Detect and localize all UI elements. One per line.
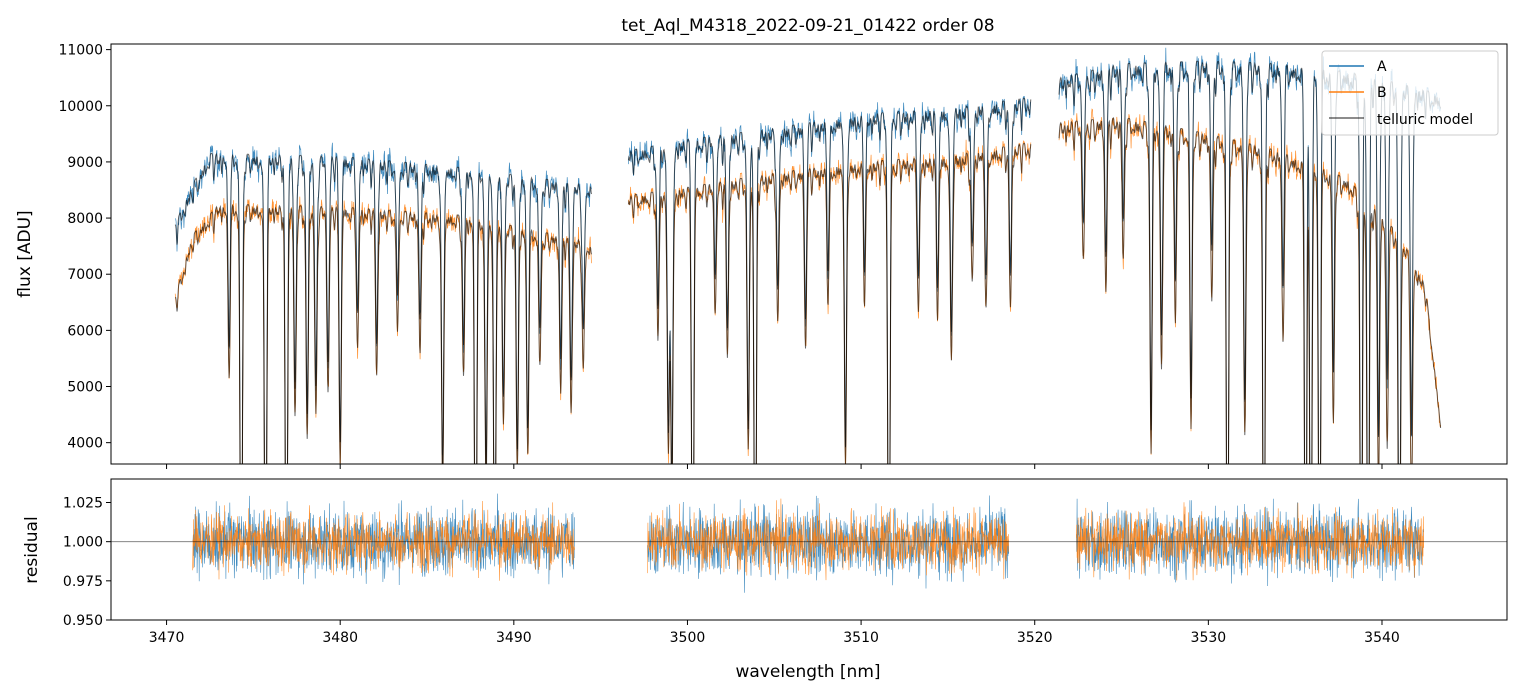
x-tick-label: 3500 — [670, 630, 706, 646]
flux-y-tick-label: 5000 — [67, 380, 103, 396]
telluric-model-b-line — [175, 116, 1442, 464]
flux-y-tick-label: 6000 — [67, 323, 103, 339]
flux-axes: 4000 5000 6000 7000 8000 9000 10000 11000 — [58, 43, 1383, 469]
legend: A B telluric model — [1321, 50, 1499, 136]
x-tick-label: 3490 — [496, 630, 532, 646]
x-tick-label: 3510 — [843, 630, 879, 646]
x-tick-label: 3470 — [149, 630, 185, 646]
legend-label-telluric-model: telluric model — [1377, 112, 1473, 128]
residual-plot-area — [111, 493, 1507, 593]
flux-y-tick-label: 7000 — [67, 267, 103, 283]
residual-y-tick-label: 1.025 — [63, 496, 103, 512]
residual-axes: 0.950 0.975 1.000 1.025 3470 3480 3490 3500 3510… — [63, 496, 1400, 647]
telluric-model-a-line — [174, 60, 1442, 464]
chart-title: tet_Aql_M4318_2022-09-21_01422 order 08 — [621, 16, 994, 36]
x-axis-label: wavelength [nm] — [735, 662, 880, 682]
residual-y-tick-label: 0.950 — [63, 613, 103, 629]
residual-axes-frame — [110, 478, 1508, 621]
x-tick-label: 3520 — [1017, 630, 1053, 646]
flux-y-tick-label: 4000 — [67, 436, 103, 452]
residual-y-tick-label: 0.975 — [63, 574, 103, 590]
legend-frame — [1321, 50, 1499, 136]
flux-plot-area — [174, 47, 1442, 464]
residual-y-tick-label: 1.000 — [63, 535, 103, 551]
flux-y-tick-label: 11000 — [58, 43, 103, 59]
flux-axes-frame — [110, 43, 1508, 465]
residual-y-axis-label: residual — [22, 516, 42, 583]
x-tick-label: 3540 — [1364, 630, 1400, 646]
flux-y-tick-label: 9000 — [67, 155, 103, 171]
flux-y-tick-label: 10000 — [58, 99, 103, 115]
flux-y-axis-label: flux [ADU] — [15, 210, 35, 297]
x-tick-label: 3530 — [1191, 630, 1227, 646]
legend-label-a: A — [1377, 59, 1387, 75]
legend-label-b: B — [1377, 85, 1387, 101]
x-tick-label: 3480 — [322, 630, 358, 646]
flux-y-tick-label: 8000 — [67, 211, 103, 227]
